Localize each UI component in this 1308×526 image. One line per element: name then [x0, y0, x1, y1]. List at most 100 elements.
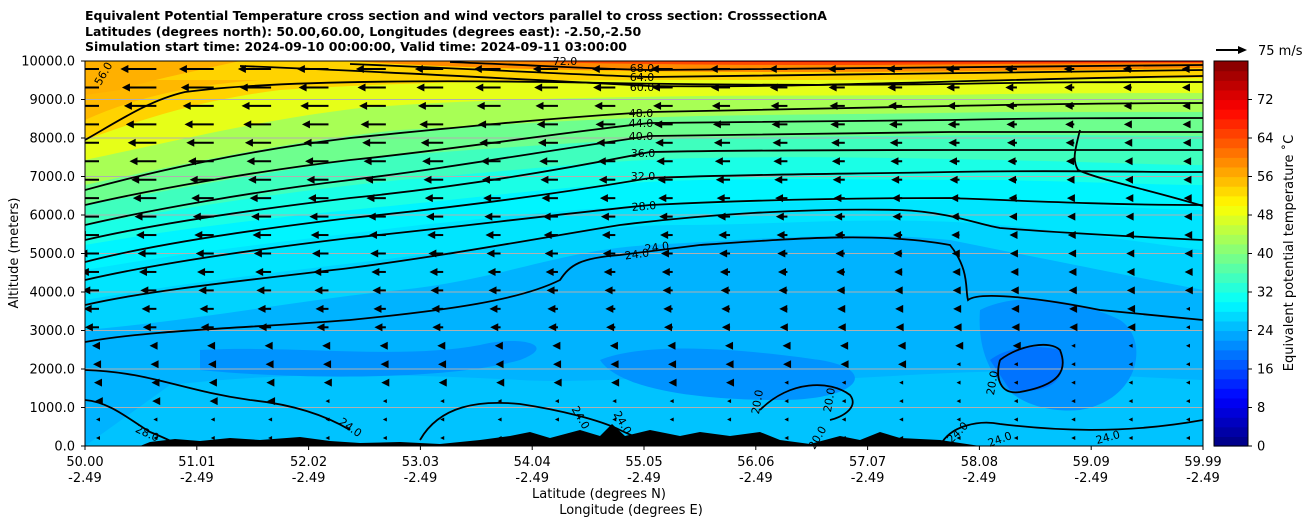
wind-vector	[182, 101, 214, 110]
colorbar-band	[1214, 234, 1248, 245]
wind-vector	[554, 399, 559, 404]
wind-vector	[85, 286, 99, 295]
x-tick-label-lon: -2.49	[1074, 471, 1108, 486]
wind-vector	[374, 323, 386, 332]
wind-vector	[308, 194, 329, 203]
wind-vector	[719, 267, 731, 276]
wind-vector	[775, 194, 788, 203]
wind-vector	[1184, 267, 1193, 276]
title-line-1: Equivalent Potential Temperature cross s…	[85, 8, 827, 23]
wind-vector	[660, 231, 673, 240]
wind-vector	[300, 101, 329, 110]
wind-vector	[609, 341, 618, 350]
y-tick-label: 4000.0	[30, 286, 76, 301]
wind-vector	[1006, 120, 1017, 129]
wind-vector	[430, 286, 444, 295]
y-tick-label: 5000.0	[30, 247, 76, 262]
wind-vector	[1071, 399, 1076, 404]
wind-vector	[894, 286, 903, 295]
wind-vector	[830, 120, 845, 129]
wind-vector	[710, 83, 731, 92]
contour-30-right	[1073, 129, 1203, 207]
band-20-22-b	[600, 348, 855, 400]
wind-vector	[316, 323, 329, 332]
colorbar-band	[1214, 138, 1248, 149]
wind-vector	[1184, 249, 1193, 258]
wind-vector	[323, 378, 332, 387]
wind-vector	[956, 417, 961, 422]
wind-vector	[438, 360, 447, 369]
wind-vector	[891, 175, 903, 184]
wind-vector	[841, 380, 846, 385]
wind-vector	[1186, 306, 1190, 311]
wind-vector	[669, 417, 674, 422]
colorbar-band	[1214, 166, 1248, 178]
wind-vector	[489, 304, 501, 313]
colorbar-band	[1214, 128, 1248, 139]
wind-vector	[657, 175, 673, 184]
wind-vector	[1127, 323, 1136, 332]
wind-vector	[1012, 341, 1021, 350]
wind-vector	[593, 83, 616, 92]
wind-vector	[774, 175, 788, 184]
wind-vector	[669, 399, 674, 404]
contour-label: 68.0	[630, 62, 655, 75]
wind-vector	[836, 286, 845, 295]
wind-vector	[195, 249, 214, 258]
wind-vector	[889, 120, 903, 129]
wind-vector	[371, 267, 386, 276]
wind-vector	[892, 212, 903, 221]
colorbar-band	[1214, 426, 1248, 437]
wind-vector	[315, 304, 329, 313]
wind-vector	[1128, 436, 1133, 440]
wind-vector	[314, 286, 329, 295]
wind-vector	[545, 267, 558, 276]
colorbar-band	[1214, 176, 1248, 187]
wind-vector	[591, 65, 616, 73]
colorbar-band	[1214, 263, 1248, 274]
colorbar-band	[1214, 109, 1248, 120]
wind-vector	[123, 101, 157, 110]
colorbar-band	[1214, 388, 1248, 399]
wind-vector	[727, 417, 732, 422]
wind-vector	[947, 120, 960, 129]
wind-vector	[895, 323, 904, 332]
wind-vector	[552, 341, 561, 350]
wind-vector	[1004, 65, 1017, 73]
wind-vector	[769, 83, 788, 92]
wind-vector	[208, 360, 217, 369]
x-tick-label-lat: 50.00	[66, 455, 103, 470]
wind-vector	[832, 175, 845, 184]
wind-vector	[611, 378, 620, 387]
quiver-key-arrow-head	[1238, 46, 1247, 54]
wind-vector	[257, 304, 272, 313]
wind-vector	[890, 157, 903, 166]
wind-vector	[136, 231, 157, 240]
wind-vector	[85, 68, 99, 70]
x-tick-label-lon: -2.49	[292, 471, 326, 486]
wind-vector	[186, 138, 214, 147]
wind-vector	[1186, 380, 1190, 385]
wind-vector	[497, 399, 502, 404]
wind-vector	[1124, 175, 1133, 184]
wind-vector	[712, 120, 731, 129]
contour-label: 24.0	[624, 246, 650, 262]
wind-vector	[887, 83, 903, 92]
wind-vector	[1006, 138, 1017, 147]
contour-28	[85, 208, 1203, 306]
wind-vector	[325, 436, 330, 440]
band-lower-surface	[85, 371, 1203, 446]
wind-vector	[428, 249, 444, 258]
x-tick-label-lat: 59.09	[1073, 455, 1110, 470]
wind-vector	[841, 399, 846, 404]
colorbar-band	[1214, 186, 1248, 197]
wind-vector	[367, 212, 386, 221]
wind-vector	[596, 138, 616, 147]
wind-vector	[484, 212, 501, 221]
wind-vector	[951, 231, 960, 240]
y-tick-label: 7000.0	[30, 170, 76, 185]
wind-vector	[432, 323, 444, 332]
colorbar-tick-label: 24	[1257, 324, 1274, 339]
contour-label: 36.0	[631, 147, 656, 160]
wind-vector	[496, 378, 505, 387]
